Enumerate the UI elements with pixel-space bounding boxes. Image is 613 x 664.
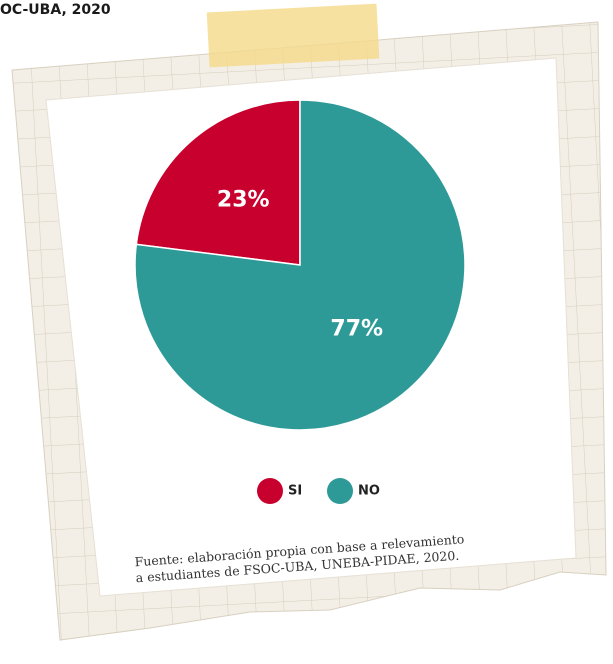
pie: 23% 77%: [134, 99, 466, 431]
legend-swatch: [327, 478, 353, 504]
data-label: 77%: [330, 316, 383, 341]
data-label: 23%: [217, 188, 270, 213]
chart-title: OC-UBA, 2020: [0, 2, 111, 18]
pie-slice: [134, 99, 466, 431]
legend-label: NO: [358, 484, 380, 499]
tape: [206, 3, 380, 68]
legend: SI NO: [257, 478, 380, 504]
legend-label: SI: [288, 484, 302, 499]
pie-slice: [135, 99, 301, 266]
legend-swatch: [257, 478, 283, 504]
